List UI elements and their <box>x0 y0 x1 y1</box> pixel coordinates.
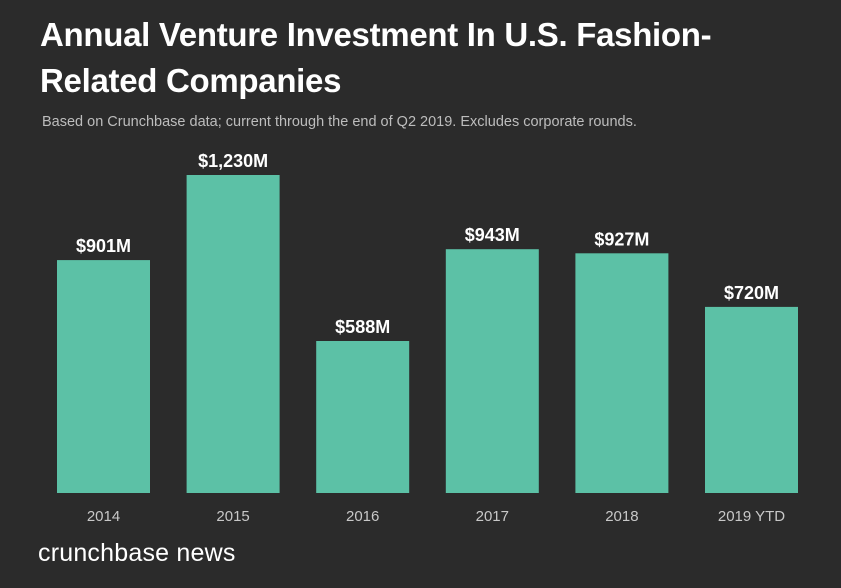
data-label-2014: $901M <box>76 236 131 256</box>
bar-2014 <box>57 260 150 493</box>
bar-2019-ytd <box>705 306 798 493</box>
data-label-2016: $588M <box>335 317 390 337</box>
tick-label-2019-ytd: 2019 YTD <box>718 508 785 525</box>
tick-label-2015: 2015 <box>216 508 249 525</box>
tick-label-2017: 2017 <box>476 508 509 525</box>
bar-2015 <box>186 175 280 493</box>
data-label-2015: $1,230M <box>198 151 268 171</box>
data-label-2017: $943M <box>465 225 520 245</box>
bar-2017 <box>445 249 539 493</box>
bar-2018 <box>575 253 669 493</box>
bar-2016 <box>316 341 410 493</box>
chart-subtitle: Based on Crunchbase data; current throug… <box>42 114 637 130</box>
tick-label-2018: 2018 <box>605 508 638 525</box>
tick-label-2016: 2016 <box>346 508 379 525</box>
chart-title: Annual Venture Investment In U.S. Fashio… <box>40 16 712 99</box>
tick-label-2014: 2014 <box>87 508 120 525</box>
data-label-2018: $927M <box>594 229 649 249</box>
data-label-2019-ytd: $720M <box>724 283 779 303</box>
brand-logo: crunchbase news <box>38 539 236 567</box>
